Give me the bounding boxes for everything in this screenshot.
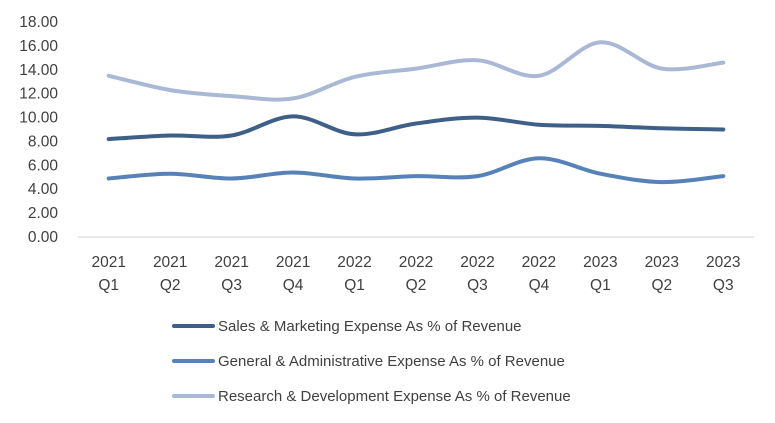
y-tick-label: 6.00 [28, 157, 59, 174]
y-tick-label: 12.00 [19, 86, 58, 103]
y-tick-label: 8.00 [28, 133, 59, 150]
x-tick-label-quarter: Q4 [529, 277, 550, 294]
y-tick-label: 18.00 [19, 14, 58, 31]
x-tick-label-quarter: Q1 [590, 277, 611, 294]
x-tick-label-year: 2021 [91, 254, 125, 271]
x-axis: 2021 Q1 2021 Q2 2021 Q3 2021 Q4 2022 Q1 2022 Q2 2022… [91, 254, 740, 294]
legend-label-research-development: Research & Development Expense As % of R… [218, 388, 571, 405]
y-tick-label: 0.00 [28, 229, 59, 246]
x-tick-label-year: 2021 [153, 254, 187, 271]
x-tick-label-quarter: Q2 [406, 277, 427, 294]
x-tick-label-year: 2022 [522, 254, 556, 271]
x-tick-label-year: 2023 [706, 254, 740, 271]
series-line-sales-marketing [106, 114, 726, 142]
y-tick-label: 10.00 [19, 110, 58, 127]
x-tick-label-quarter: Q2 [651, 277, 672, 294]
legend: Sales & Marketing Expense As % of Revenu… [172, 318, 571, 405]
y-tick-label: 2.00 [28, 205, 59, 222]
series-line-general-administrative [106, 156, 726, 185]
x-tick-label-quarter: Q3 [467, 277, 488, 294]
x-tick-label-year: 2022 [460, 254, 494, 271]
x-tick-label-year: 2023 [645, 254, 679, 271]
x-tick-label-year: 2021 [214, 254, 248, 271]
series-line-research-development [106, 40, 726, 102]
x-tick-label-quarter: Q4 [283, 277, 304, 294]
x-tick-label-year: 2023 [583, 254, 617, 271]
x-tick-label-year: 2022 [337, 254, 371, 271]
x-tick-label-year: 2022 [399, 254, 433, 271]
legend-label-general-administrative: General & Administrative Expense As % of… [218, 353, 565, 370]
x-tick-label-quarter: Q1 [98, 277, 119, 294]
legend-label-sales-marketing: Sales & Marketing Expense As % of Revenu… [218, 318, 522, 335]
y-tick-label: 4.00 [28, 181, 59, 198]
y-axis: 0.00 2.00 4.00 6.00 8.00 10.00 12.00 14.00 16.00… [19, 14, 58, 246]
y-tick-label: 14.00 [19, 62, 58, 79]
y-tick-label: 16.00 [19, 38, 58, 55]
x-tick-label-quarter: Q3 [713, 277, 734, 294]
x-tick-label-quarter: Q2 [160, 277, 181, 294]
x-tick-label-quarter: Q3 [221, 277, 242, 294]
x-tick-label-quarter: Q1 [344, 277, 365, 294]
series-lines [106, 40, 726, 185]
x-tick-label-year: 2021 [276, 254, 310, 271]
